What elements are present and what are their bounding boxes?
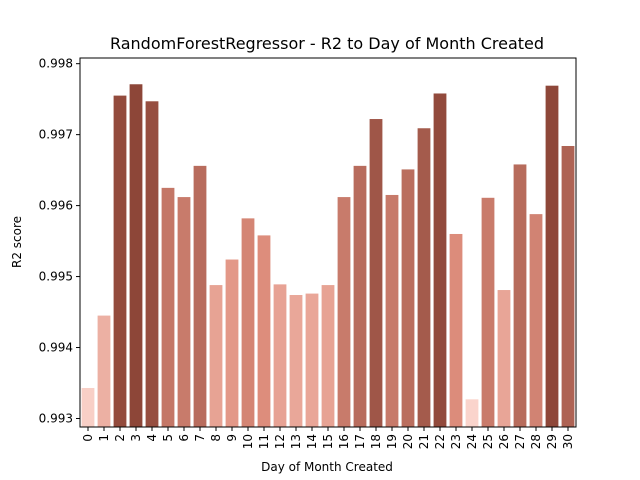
x-tick-label: 23 bbox=[449, 434, 463, 449]
bar-day-19 bbox=[385, 194, 399, 427]
x-tick-label: 28 bbox=[529, 434, 543, 449]
bar-day-11 bbox=[257, 235, 271, 427]
y-tick-label: 0.995 bbox=[39, 270, 73, 284]
bar-day-15 bbox=[321, 285, 335, 427]
bar-day-16 bbox=[337, 197, 351, 427]
bar-day-3 bbox=[129, 84, 143, 427]
x-tick-label: 5 bbox=[161, 434, 175, 442]
bar-day-14 bbox=[305, 293, 319, 427]
bar-day-0 bbox=[81, 387, 95, 427]
bar-day-6 bbox=[177, 197, 191, 427]
bar-day-1 bbox=[97, 315, 111, 427]
x-tick-label: 11 bbox=[257, 434, 271, 449]
y-tick-label: 0.996 bbox=[39, 199, 73, 213]
bar-day-23 bbox=[449, 233, 463, 427]
bar-day-5 bbox=[161, 187, 175, 427]
x-tick-label: 9 bbox=[225, 434, 239, 442]
x-tick-label: 15 bbox=[321, 434, 335, 449]
x-tick-label: 4 bbox=[145, 434, 159, 442]
x-tick-label: 22 bbox=[433, 434, 447, 449]
bar-day-9 bbox=[225, 259, 239, 427]
y-axis-ticks: 0.993 0.994 0.995 0.996 0.997 0.998 bbox=[39, 57, 80, 425]
bar-day-20 bbox=[401, 169, 415, 427]
bar-day-28 bbox=[529, 214, 543, 427]
x-tick-label: 10 bbox=[241, 434, 255, 449]
x-tick-label: 21 bbox=[417, 434, 431, 449]
x-tick-label: 13 bbox=[289, 434, 303, 449]
bar-day-29 bbox=[545, 85, 559, 428]
plot-frame bbox=[79, 57, 577, 428]
x-tick-label: 0 bbox=[81, 434, 95, 442]
bar-day-25 bbox=[481, 197, 495, 427]
x-tick-label: 12 bbox=[273, 434, 287, 449]
x-tick-label: 2 bbox=[113, 434, 127, 442]
x-tick-label: 18 bbox=[369, 434, 383, 449]
bar-day-2 bbox=[113, 95, 127, 428]
x-tick-label: 30 bbox=[561, 434, 575, 449]
x-tick-label: 6 bbox=[177, 434, 191, 442]
y-tick-label: 0.993 bbox=[39, 411, 73, 425]
bar-day-21 bbox=[417, 128, 431, 427]
x-axis-ticks: 0 1 2 3 4 5 6 7 8 9 10 11 12 13 14 15 16 17 18 19 20 21 22 23 24… bbox=[81, 427, 575, 449]
y-tick-label: 0.994 bbox=[39, 341, 73, 355]
y-axis-label: R2 score bbox=[10, 216, 24, 268]
x-tick-label: 7 bbox=[193, 434, 207, 442]
x-tick-label: 20 bbox=[401, 434, 415, 449]
x-tick-label: 27 bbox=[513, 434, 527, 449]
x-tick-label: 8 bbox=[209, 434, 223, 442]
x-tick-label: 3 bbox=[129, 434, 143, 442]
x-tick-label: 1 bbox=[97, 434, 111, 442]
bar-day-13 bbox=[289, 295, 303, 427]
bar-day-17 bbox=[353, 165, 367, 428]
y-tick-label: 0.998 bbox=[39, 57, 73, 71]
bar-day-26 bbox=[497, 290, 511, 427]
bar-day-27 bbox=[513, 164, 527, 427]
bar-day-18 bbox=[369, 119, 383, 427]
bar-day-24 bbox=[465, 399, 479, 427]
bar-day-8 bbox=[209, 285, 223, 427]
bar-day-10 bbox=[241, 218, 255, 427]
bar-day-22 bbox=[433, 93, 447, 427]
bar-day-30 bbox=[561, 145, 575, 428]
bar-day-4 bbox=[145, 101, 159, 427]
x-tick-label: 25 bbox=[481, 434, 495, 449]
x-tick-label: 19 bbox=[385, 434, 399, 449]
y-tick-label: 0.997 bbox=[39, 128, 73, 142]
x-tick-label: 29 bbox=[545, 434, 559, 449]
chart-title: RandomForestRegressor - R2 to Day of Mon… bbox=[110, 34, 544, 53]
x-tick-label: 24 bbox=[465, 434, 479, 449]
bar-day-12 bbox=[273, 284, 287, 427]
x-tick-label: 14 bbox=[305, 434, 319, 449]
x-axis-label: Day of Month Created bbox=[261, 460, 393, 474]
bar-day-7 bbox=[193, 165, 207, 428]
x-tick-label: 17 bbox=[353, 434, 367, 449]
x-tick-label: 16 bbox=[337, 434, 351, 449]
x-tick-label: 26 bbox=[497, 434, 511, 449]
bars-group bbox=[81, 84, 575, 428]
